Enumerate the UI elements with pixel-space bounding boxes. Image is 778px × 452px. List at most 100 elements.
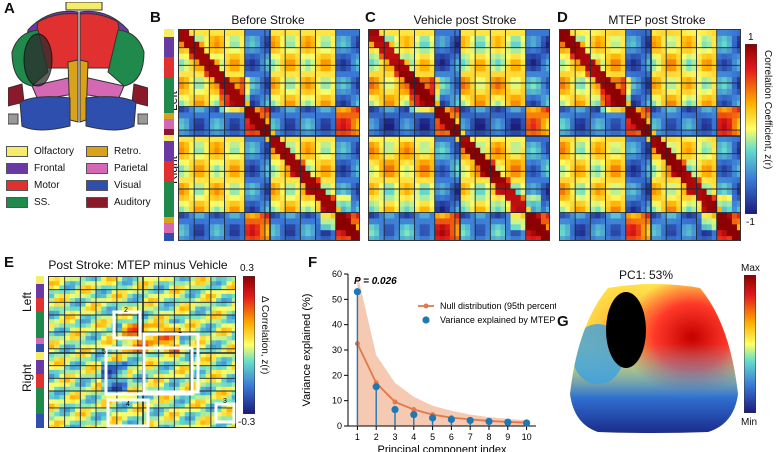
matrix-cell (350, 177, 357, 184)
matrix-cell (696, 118, 702, 125)
matrix-cell (535, 194, 542, 202)
matrix-cell (234, 130, 241, 137)
matrix-cell (434, 224, 441, 231)
matrix-cell (345, 183, 352, 190)
matrix-cell (195, 336, 201, 341)
matrix-cell (460, 153, 466, 160)
matrix-cell (721, 118, 728, 125)
matrix-cell (330, 106, 337, 113)
matrix-cell (429, 59, 436, 66)
matrix-cell (394, 94, 400, 102)
matrix-cell (429, 106, 436, 113)
matrix-cell (325, 77, 332, 84)
matrix-cell (59, 391, 66, 396)
matrix-cell (419, 206, 426, 213)
matrix-cell (90, 306, 97, 312)
matrix-cell (163, 289, 170, 295)
matrix-cell (635, 30, 642, 37)
matrix-cell (615, 124, 622, 131)
matrix-cell (374, 212, 380, 219)
matrix-cell (470, 106, 476, 113)
matrix-cell (475, 118, 481, 125)
matrix-cell (661, 194, 667, 202)
matrix-cell (595, 136, 601, 143)
matrix-cell (510, 200, 517, 208)
matrix-cell (666, 106, 672, 113)
matrix-cell (686, 189, 692, 196)
matrix-cell (580, 47, 586, 54)
matrix-cell (429, 200, 436, 208)
matrix-cell (158, 323, 165, 329)
matrix-cell (434, 159, 441, 166)
matrix-cell (305, 100, 311, 107)
matrix-cell (189, 194, 195, 202)
matrix-cell (635, 141, 642, 149)
matrix-cell (229, 183, 236, 190)
matrix-cell (505, 106, 511, 113)
matrix-cell (158, 285, 165, 291)
matrix-cell (701, 189, 708, 196)
matrix-cell (630, 30, 637, 37)
matrix-cell (143, 336, 149, 341)
matrix-cell (465, 218, 471, 225)
matrix-cell (143, 285, 149, 291)
matrix-cell (706, 165, 713, 172)
matrix-cell (355, 212, 359, 219)
matrix-cell (570, 147, 576, 155)
matrix-cell (384, 41, 390, 49)
matrix-cell (194, 159, 200, 166)
matrix-cell (244, 94, 251, 102)
matrix-cell (414, 124, 420, 131)
matrix-cell (221, 369, 227, 375)
matrix-cell (195, 382, 201, 388)
matrix-cell (434, 177, 441, 184)
matrix-cell (429, 130, 436, 137)
matrix-cell (731, 189, 738, 196)
matrix-cell (184, 218, 190, 225)
matrix-cell (711, 171, 718, 178)
matrix-cell (280, 177, 286, 184)
matrix-cell (495, 159, 501, 166)
matrix-cell (310, 236, 316, 240)
matrix-cell (59, 340, 66, 345)
matrix-cell (681, 189, 687, 196)
matrix-cell (229, 165, 236, 172)
matrix-cell (686, 183, 692, 190)
matrix-cell (470, 200, 476, 208)
matrix-cell (315, 71, 321, 78)
matrix-cell (656, 165, 662, 172)
matrix-cell (454, 88, 461, 96)
matrix-cell (190, 378, 196, 383)
matrix-cell (610, 94, 617, 102)
matrix-cell (736, 130, 740, 137)
matrix-cell (210, 369, 217, 375)
matrix-cell (315, 165, 321, 172)
matrix-cell (305, 183, 311, 190)
matrix-cell (495, 118, 501, 125)
matrix-cell (414, 189, 420, 196)
matrix-cell (275, 35, 281, 43)
matrix-cell (701, 141, 708, 149)
matrix-cell (460, 136, 466, 143)
matrix-cell (369, 124, 375, 131)
matrix-cell (645, 206, 652, 213)
matrix-cell (189, 177, 195, 184)
matrix-cell (290, 41, 296, 49)
matrix-cell (264, 65, 271, 72)
matrix-cell (315, 118, 321, 125)
matrix-cell (495, 106, 501, 113)
matrix-cell (414, 230, 420, 237)
matrix-cell (399, 159, 405, 166)
matrix-cell (224, 159, 230, 166)
matrix-cell (190, 323, 196, 329)
matrix-cell (515, 30, 522, 37)
matrix-cell (379, 153, 385, 160)
matrix-cell (143, 277, 149, 282)
matrix-cell (460, 118, 466, 125)
matrix-cell (505, 194, 511, 202)
matrix-cell (681, 230, 687, 237)
matrix-cell (80, 310, 86, 316)
matrix-cell (214, 59, 220, 66)
matrix-cell (106, 357, 113, 362)
matrix-cell (465, 47, 471, 54)
